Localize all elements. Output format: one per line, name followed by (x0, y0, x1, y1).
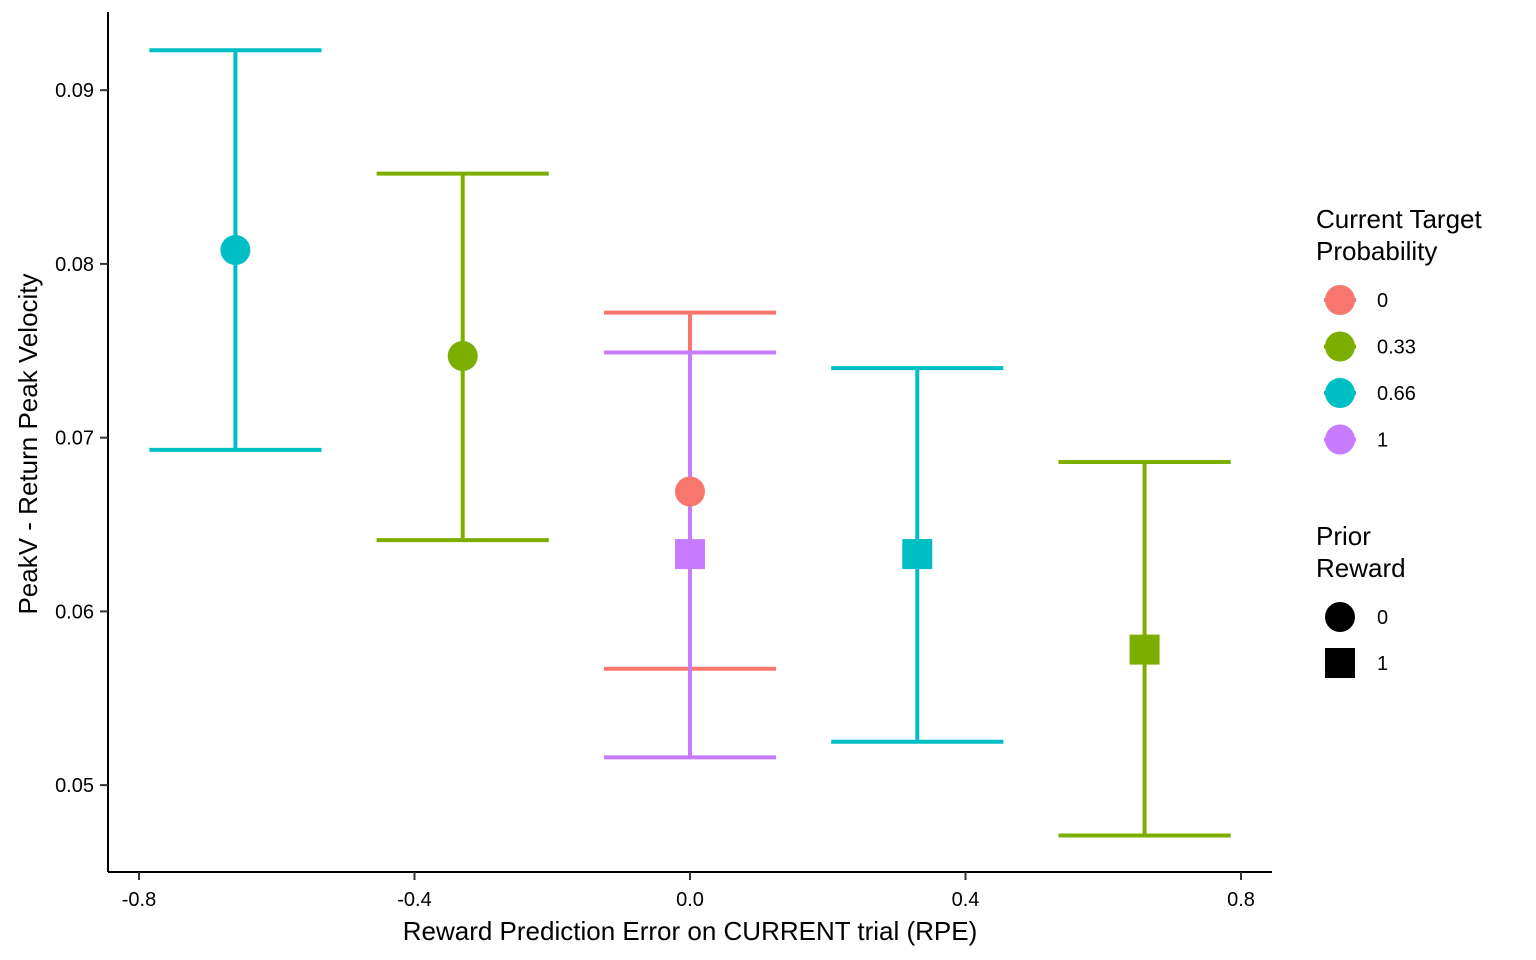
legend-key-circle (1325, 602, 1355, 632)
legend-item: 1 (1324, 424, 1388, 455)
data-point-circle (447, 341, 478, 371)
y-tick-label: 0.06 (55, 601, 94, 623)
legend-key-circle (1325, 285, 1355, 315)
data-point-square (902, 539, 933, 570)
axes: -0.8 -0.4 0.0 0.4 0.8 0.05 0.06 0.07 0.08 0.09 (55, 12, 1272, 911)
data-point-circle (220, 235, 251, 266)
legend-item: 0.66 (1324, 378, 1416, 408)
x-tick-label: 0.0 (676, 889, 704, 911)
data-point-circle (675, 476, 705, 507)
y-tick-label: 0.07 (55, 428, 94, 450)
x-tick-label: 0.4 (952, 889, 980, 911)
legend-label: 1 (1377, 653, 1388, 675)
legend-item: 0.33 (1324, 331, 1416, 362)
legend-label: 0 (1377, 607, 1388, 629)
x-tick-label: -0.4 (397, 889, 431, 911)
legend-title-color: Probability (1316, 236, 1437, 266)
plot-area (149, 48, 1231, 838)
x-tick-label: 0.8 (1227, 889, 1255, 911)
y-tick-label: 0.09 (55, 80, 94, 102)
legend-label: 1 (1377, 430, 1388, 452)
legend-key-square (1325, 648, 1355, 678)
y-axis-title: PeakV - Return Peak Velocity (13, 273, 43, 614)
legend-key-circle (1325, 378, 1355, 408)
y-tick-label: 0.05 (55, 775, 94, 797)
legend-label: 0.66 (1377, 383, 1416, 405)
legend-item: 0 (1325, 602, 1388, 632)
legend-title-color: Current Target (1316, 204, 1482, 234)
data-point-square (1129, 634, 1160, 665)
x-axis-title: Reward Prediction Error on CURRENT trial… (403, 916, 978, 946)
data-point-square (675, 539, 705, 570)
legend-title-shape: Reward (1316, 553, 1406, 583)
legend-title-shape: Prior (1316, 521, 1371, 551)
x-tick-label: -0.8 (122, 889, 156, 911)
legend-item: 0 (1324, 285, 1388, 315)
legend-label: 0.33 (1377, 337, 1416, 359)
legend-key-circle (1325, 424, 1355, 455)
legend-item: 1 (1325, 648, 1388, 678)
y-tick-label: 0.08 (55, 254, 94, 276)
legend-key-circle (1325, 331, 1355, 362)
legend-label: 0 (1377, 290, 1388, 312)
